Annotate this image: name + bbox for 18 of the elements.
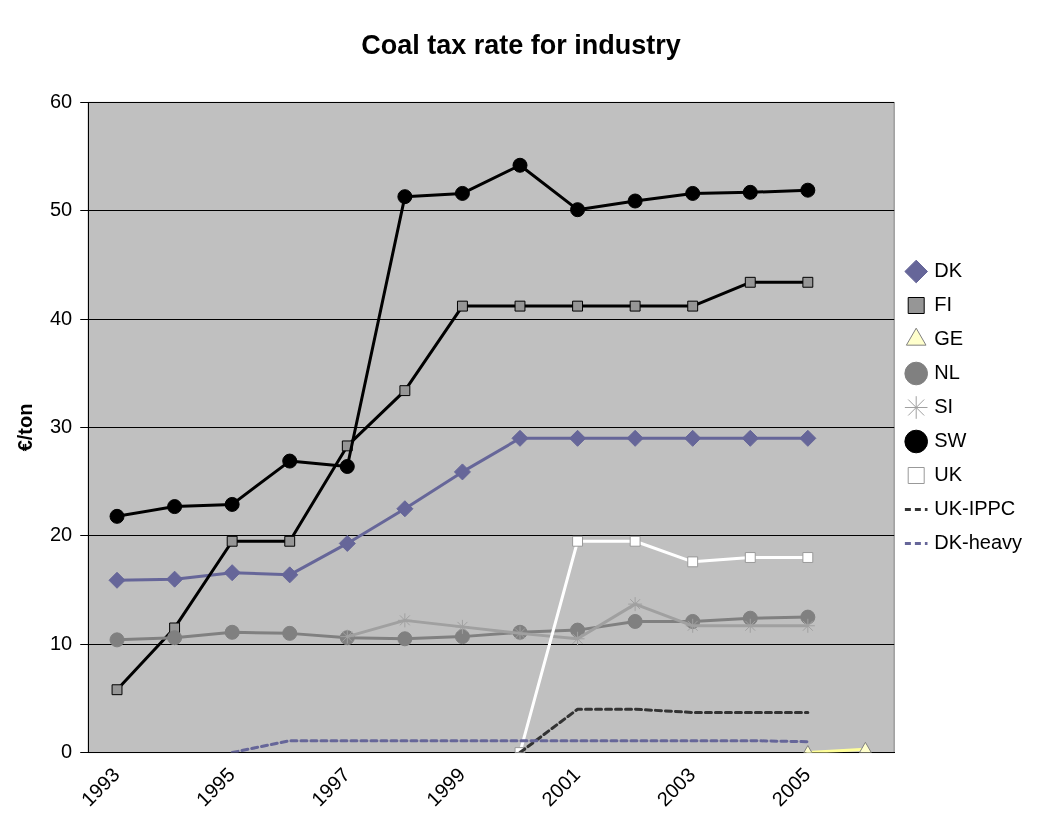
legend-label: DK (934, 259, 963, 282)
legend-label: GE (934, 327, 964, 350)
legend-label: UK-IPPC (934, 497, 1016, 520)
y-tick-label: 50 (50, 198, 73, 221)
y-tick-label: 60 (50, 89, 73, 112)
y-tick-label: 40 (50, 306, 73, 329)
legend-label: DK-heavy (934, 531, 1022, 554)
legend-label: SI (934, 395, 954, 418)
y-axis-title: €/ton (13, 403, 36, 452)
y-tick-label: 30 (50, 415, 73, 437)
y-tick-label: 0 (61, 740, 73, 763)
legend-label: NL (934, 361, 960, 384)
legend-label: SW (934, 429, 967, 452)
legend-label: FI (934, 293, 952, 316)
y-tick-label: 10 (50, 631, 73, 654)
legend-label: UK (934, 463, 963, 486)
y-tick-label: 20 (50, 523, 73, 546)
chart-title: Coal tax rate for industry (361, 29, 681, 60)
